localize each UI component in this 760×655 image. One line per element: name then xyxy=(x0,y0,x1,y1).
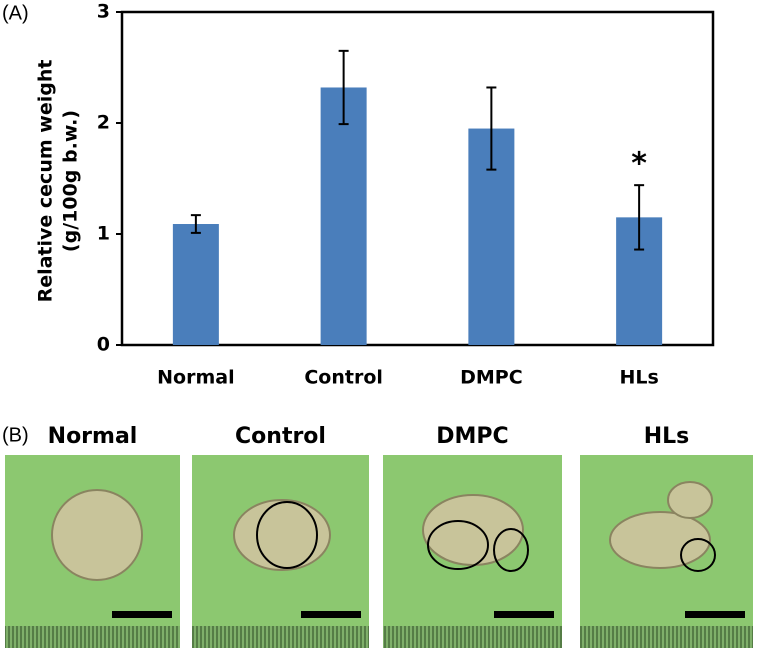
marker-circle xyxy=(680,538,716,572)
scale-bar xyxy=(494,611,554,618)
y-tick-label: 1 xyxy=(97,223,110,245)
x-tick-label: HLs xyxy=(619,367,658,389)
y-tick-label: 0 xyxy=(97,334,110,356)
specimen xyxy=(609,511,711,569)
x-tick-label: Normal xyxy=(157,367,234,389)
marker-circle xyxy=(493,528,529,572)
photo-title: Control xyxy=(235,424,326,449)
y-axis-label: (g/100g b.w.) xyxy=(60,110,82,252)
marker-circle xyxy=(256,501,318,569)
error-bar xyxy=(634,184,645,251)
ruler xyxy=(580,626,753,648)
panel-label: (B) xyxy=(2,424,29,446)
ruler xyxy=(383,626,562,648)
x-tick-label: DMPC xyxy=(460,367,523,389)
plot-frame xyxy=(120,10,715,347)
specimen xyxy=(233,499,331,571)
x-tick-label: Control xyxy=(304,367,383,389)
bar xyxy=(320,87,367,345)
error-bar xyxy=(486,86,497,171)
photo-title: DMPC xyxy=(436,424,508,449)
error-bar xyxy=(338,49,349,126)
ruler xyxy=(5,626,180,648)
specimen xyxy=(51,489,143,581)
y-tick-label: 3 xyxy=(97,1,110,23)
specimen xyxy=(667,481,713,519)
marker-circle xyxy=(427,520,489,570)
panel-label: (A) xyxy=(2,2,29,24)
photo-title: HLs xyxy=(644,424,690,449)
scale-bar xyxy=(112,611,172,618)
bar xyxy=(172,224,219,345)
error-bar xyxy=(190,214,201,234)
scale-bar xyxy=(301,611,361,618)
ruler xyxy=(192,626,369,648)
scale-bar xyxy=(685,611,745,618)
photo-title: Normal xyxy=(48,424,138,449)
y-axis-label: Relative cecum weight xyxy=(35,60,57,303)
y-tick-label: 2 xyxy=(97,112,110,134)
annotation: * xyxy=(631,147,647,182)
